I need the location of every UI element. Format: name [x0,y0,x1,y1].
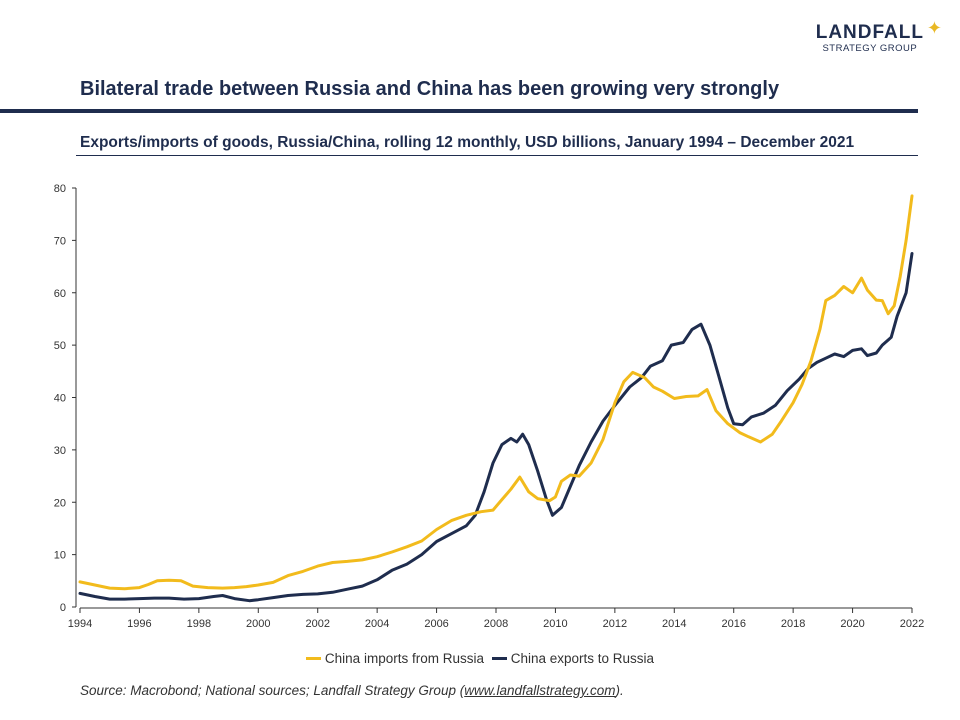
legend-item-imports: China imports from Russia [305,651,484,666]
x-tick-label: 2008 [484,618,508,630]
y-tick-label: 10 [54,550,66,562]
y-tick-label: 40 [54,393,66,405]
x-tick-label: 2004 [365,618,389,630]
trade-line-chart: 0 10 20 30 40 50 60 70 80 1994 1996 1998 2000 2002 200… [54,183,924,630]
logo-name: LANDFALL [815,22,924,43]
star-icon: ✦ [926,18,942,38]
x-tick-label: 2000 [246,618,270,630]
y-tick-label: 30 [54,445,66,457]
x-tick-label: 1996 [127,618,151,630]
x-tick-label: 2012 [603,618,627,630]
x-tick-label: 1998 [187,618,211,630]
x-tick-label: 2006 [424,618,448,630]
source-prefix: Source: Macrobond; National sources; Lan… [80,683,465,698]
source-note: Source: Macrobond; National sources; Lan… [80,683,624,698]
x-tick-label: 1994 [68,618,92,630]
x-tick-label: 2018 [781,618,805,630]
series-line-exports [78,252,914,603]
landfall-logo: ✦ LANDFALL STRATEGY GROUP [815,18,942,54]
series-line-imports [78,194,914,591]
source-link[interactable]: www.landfallstrategy.com [464,683,616,698]
y-tick-label: 60 [54,288,66,300]
legend-item-exports: China exports to Russia [491,651,655,666]
legend-swatch-imports [305,657,321,660]
subtitle-divider [76,155,918,156]
y-tick-label: 50 [54,340,66,352]
y-tick-label: 0 [60,602,66,614]
x-tick-label: 2016 [721,618,745,630]
page-title: Bilateral trade between Russia and China… [80,78,780,100]
chart-subtitle: Exports/imports of goods, Russia/China, … [80,134,855,151]
x-tick-label: 2014 [662,618,686,630]
title-divider [0,109,918,113]
x-tick-label: 2002 [305,618,329,630]
legend-swatch-exports [491,657,507,660]
x-tick-label: 2010 [543,618,567,630]
legend-label-exports: China exports to Russia [510,651,655,666]
source-suffix: ). [615,683,624,698]
legend-label-imports: China imports from Russia [324,651,484,666]
logo-subtitle: STRATEGY GROUP [822,43,918,54]
x-tick-label: 2022 [900,618,924,630]
y-tick-label: 70 [54,235,66,247]
x-tick-label: 2020 [840,618,864,630]
y-tick-label: 20 [54,497,66,509]
y-tick-label: 80 [54,183,66,195]
chart-legend: China imports from Russia China exports … [0,648,960,666]
